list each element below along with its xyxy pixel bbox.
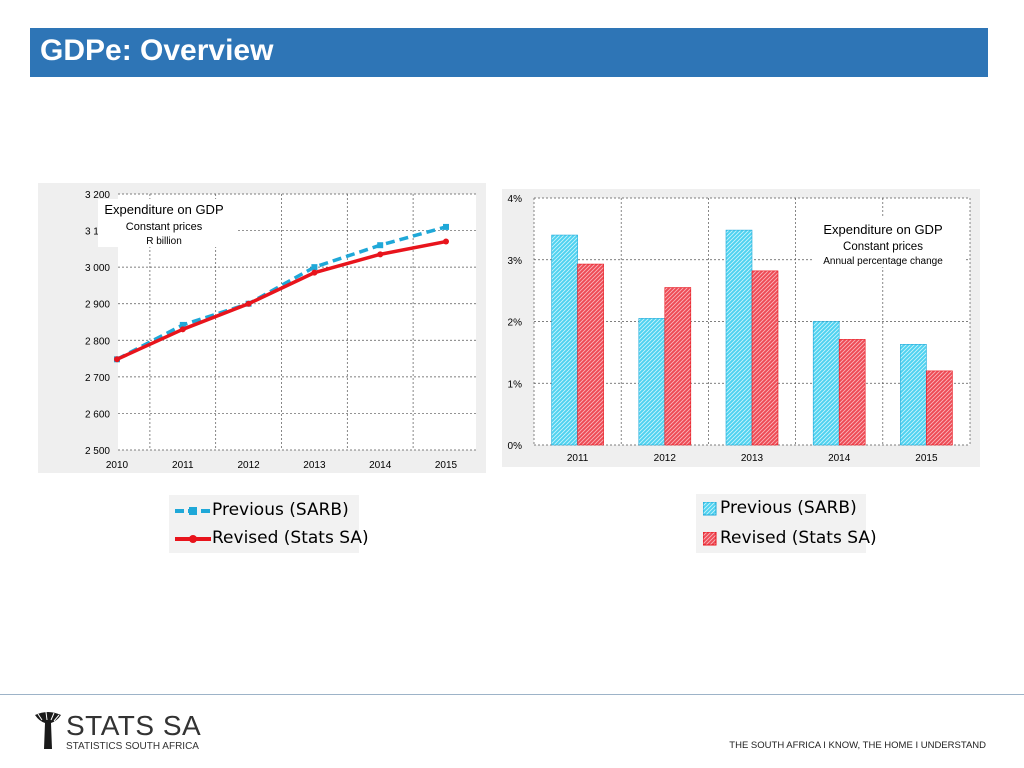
title-box <box>98 199 238 247</box>
bar-chart-panel: 0% 1% 2% 3% 4% 2011 2012 2013 2014 2015 Expenditur… <box>502 189 980 467</box>
hatched-blue-swatch-icon <box>703 502 717 516</box>
legend-item-previous: Previous (SARB) <box>169 498 359 524</box>
legend-label: Previous (SARB) <box>212 500 349 520</box>
y-tick-label: 3 000 <box>85 263 110 274</box>
y-tick-label: 2 600 <box>85 409 110 420</box>
y-tick-label: 2 700 <box>85 373 110 384</box>
solid-line-swatch-icon <box>175 535 211 543</box>
data-point <box>179 321 186 328</box>
x-tick-label: 2015 <box>915 453 938 464</box>
title-bar: GDPe: Overview <box>30 28 988 77</box>
data-point <box>443 223 449 230</box>
y-tick-label: 3 100 <box>85 227 110 238</box>
legend-item-revised: Revised (Stats SA) <box>696 526 877 552</box>
bar-revised <box>751 270 779 446</box>
y-tick-label: 2% <box>508 318 523 329</box>
page-title: GDPe: Overview <box>40 34 274 67</box>
y-tick-label: 0% <box>508 441 523 452</box>
bar-chart-legend: Previous (SARB) Revised (Stats SA) <box>696 494 877 553</box>
data-point <box>377 242 384 249</box>
line-chart-panel: 2 500 2 600 2 700 2 800 2 900 3 000 3 100 3 200… <box>38 183 486 473</box>
data-point <box>114 356 120 363</box>
dashed-line-swatch-icon <box>175 507 211 515</box>
y-tick-label: 3 200 <box>85 190 110 201</box>
logo-text: STATS SA <box>66 710 202 741</box>
bar-chart: 0% 1% 2% 3% 4% 2011 2012 2013 2014 2015 Expenditur… <box>508 194 971 464</box>
x-tick-label: 2012 <box>237 460 260 471</box>
bar-previous <box>725 229 753 446</box>
chart-title: Expenditure on GDP <box>823 222 942 237</box>
bar-revised <box>926 370 953 446</box>
x-tick-label: 2013 <box>303 460 326 471</box>
bar-previous <box>551 234 578 446</box>
data-point <box>443 238 449 245</box>
data-point <box>311 264 318 271</box>
bar-previous <box>638 318 666 446</box>
x-tick-label: 2011 <box>567 453 589 464</box>
y-tick-label: 2 900 <box>85 300 110 311</box>
series-line-previous <box>116 225 447 361</box>
footer-divider <box>0 694 1024 695</box>
chart-subtitle: Constant prices <box>843 241 923 253</box>
y-tick-label: 2 500 <box>85 446 110 457</box>
baobab-tree-icon <box>35 711 61 749</box>
data-point <box>311 269 318 276</box>
data-point <box>245 300 252 307</box>
x-tick-label: 2015 <box>435 460 458 471</box>
bar-previous <box>812 321 840 446</box>
x-tick-label: 2011 <box>172 460 194 471</box>
bar-revised <box>577 263 604 446</box>
x-tick-label: 2013 <box>741 453 764 464</box>
x-tick-label: 2014 <box>369 460 392 471</box>
bar-previous <box>900 344 927 446</box>
legend-label: Revised (Stats SA) <box>212 528 369 548</box>
chart-subtitle: Constant prices <box>126 221 203 233</box>
y-tick-label: 3% <box>508 256 523 267</box>
y-tick-label: 1% <box>508 379 523 390</box>
chart-subtitle: R billion <box>146 236 182 247</box>
legend-item-previous: Previous (SARB) <box>696 496 866 522</box>
y-tick-label: 2 800 <box>85 336 110 347</box>
line-chart: 2 500 2 600 2 700 2 800 2 900 3 000 3 100 3 200… <box>85 190 476 471</box>
legend-item-revised: Revised (Stats SA) <box>169 526 369 552</box>
logo-subtitle: STATISTICS SOUTH AFRICA <box>66 741 199 752</box>
x-tick-label: 2014 <box>828 453 851 464</box>
data-point <box>179 326 186 333</box>
title-box <box>814 217 964 267</box>
bar-revised <box>838 339 866 446</box>
data-point <box>377 251 384 258</box>
footer-tagline: THE SOUTH AFRICA I KNOW, THE HOME I UNDE… <box>729 740 986 751</box>
chart-title: Expenditure on GDP <box>104 202 223 217</box>
y-tick-label: 4% <box>508 194 523 205</box>
bar-revised <box>664 287 692 446</box>
x-tick-label: 2012 <box>654 453 677 464</box>
legend-label: Revised (Stats SA) <box>720 528 877 548</box>
series-line-revised <box>116 239 447 361</box>
hatched-red-swatch-icon <box>703 532 717 546</box>
chart-subtitle: Annual percentage change <box>823 256 943 267</box>
line-chart-legend: Previous (SARB) Revised (Stats SA) <box>169 495 369 553</box>
legend-label: Previous (SARB) <box>720 498 857 518</box>
x-tick-label: 2010 <box>106 460 129 471</box>
